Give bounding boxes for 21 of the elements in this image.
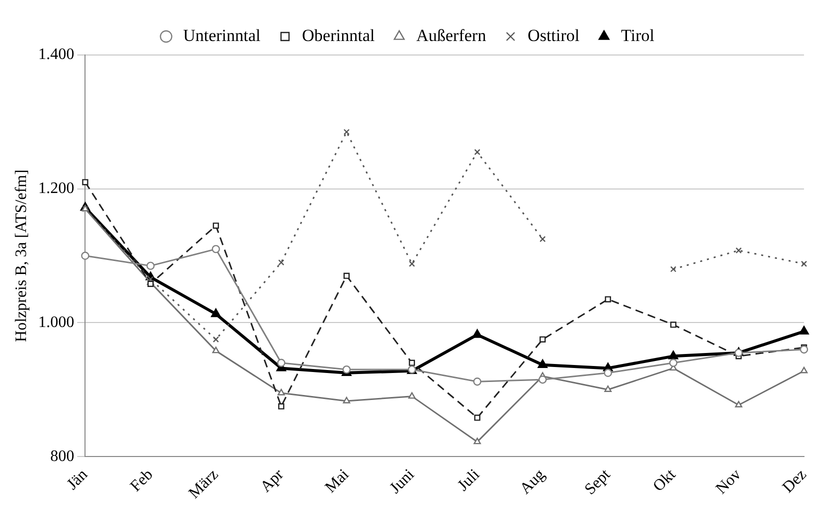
x-tick-label: Jän — [64, 466, 91, 494]
legend-label: Tirol — [621, 26, 655, 45]
legend-label: Osttirol — [528, 26, 580, 45]
x-tick-label: Aug — [516, 466, 548, 498]
y-tick-label: 1.000 — [38, 314, 74, 331]
x-tick-label: Sept — [582, 466, 614, 498]
x-tick-label: Juli — [454, 466, 484, 494]
y-tick-label: 1.400 — [38, 46, 74, 64]
legend-label: Unterinntal — [183, 26, 261, 45]
x-tick-label: Nov — [712, 466, 744, 498]
x-tick-label: Okt — [650, 466, 680, 496]
x-tick-label: Apr — [257, 466, 288, 496]
x-tick-label: Feb — [127, 466, 156, 496]
x-tick-label: Dez — [780, 466, 810, 496]
y-tick-label: 800 — [50, 448, 74, 465]
legend-label: Außerfern — [416, 26, 487, 45]
x-tick-label: Juni — [386, 466, 418, 497]
x-tick-label: Mai — [322, 466, 353, 496]
y-tick-label: 1.200 — [38, 180, 74, 198]
y-axis-title: Holzpreis B, 3a [ATS/efm] — [12, 170, 30, 342]
legend-label: Oberinntal — [302, 26, 375, 45]
